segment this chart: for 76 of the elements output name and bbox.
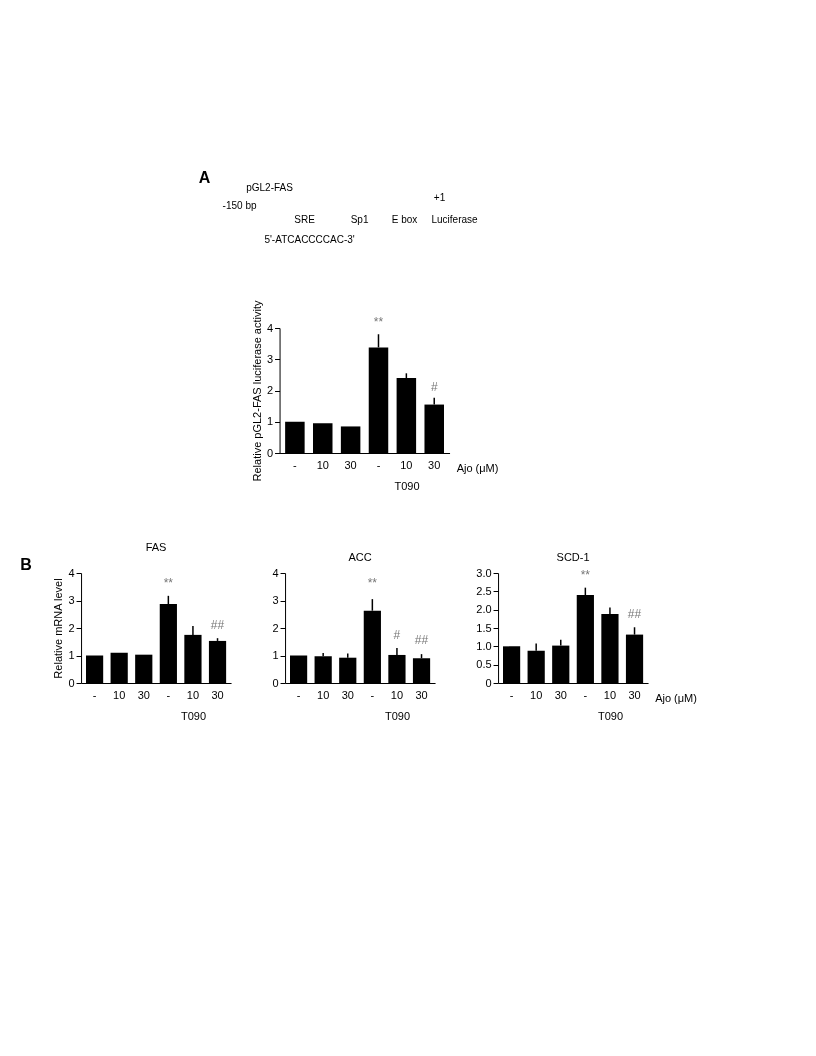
y-tick-label: 2.5: [476, 584, 492, 597]
y-tick-label: 2: [68, 621, 75, 634]
y-tick-label: 1: [272, 649, 279, 661]
x-axis-title: Ajo (μM): [655, 692, 697, 704]
x-tick-label: 30: [344, 458, 357, 471]
x-tick-label: 30: [628, 688, 641, 701]
text: -150 bp: [222, 200, 257, 211]
annotation: ##: [414, 633, 429, 648]
x-tick-label: -: [92, 688, 97, 701]
annotation: **: [367, 575, 378, 590]
y-tick-label: 0: [266, 446, 274, 459]
y-axis-title: Relative pGL2-FAS luciferase activity: [250, 300, 263, 482]
x-tick-label: 10: [113, 688, 126, 701]
y-tick-label: 1.5: [476, 621, 492, 634]
text: Luciferase: [431, 214, 479, 225]
y-tick-label: 1.0: [476, 639, 492, 652]
annotation: #: [430, 379, 438, 394]
x-tick-label: -: [583, 688, 588, 701]
annotation: **: [373, 315, 384, 330]
x-tick-label: -: [166, 688, 171, 701]
annotation: ##: [210, 618, 225, 633]
text: T090: [181, 710, 207, 722]
y-tick-label: 3: [266, 352, 274, 365]
text: Sp1: [350, 214, 369, 225]
x-tick-label: -: [509, 688, 514, 701]
text: B: [20, 556, 32, 573]
text: SRE: [294, 214, 316, 225]
x-tick-label: 10: [316, 458, 329, 471]
y-tick-label: 2: [272, 621, 279, 634]
y-tick-label: 0.5: [476, 658, 492, 671]
y-tick-label: 2.0: [476, 603, 492, 616]
x-tick-label: 10: [317, 688, 330, 701]
x-axis-title: Ajo (μM): [456, 462, 499, 474]
y-tick-label: 3: [68, 594, 75, 606]
annotation: #: [393, 627, 401, 642]
y-tick-label: 0: [272, 676, 279, 689]
x-tick-label: -: [376, 458, 381, 471]
x-tick-label: 30: [428, 458, 441, 471]
y-tick-label: 4: [272, 566, 279, 579]
y-tick-label: 4: [266, 321, 274, 334]
text: pGL2-FAS: [246, 182, 294, 193]
y-tick-label: 0: [68, 676, 75, 689]
chart-title: SCD-1: [556, 551, 590, 563]
y-tick-label: 1: [68, 649, 75, 661]
x-tick-label: 30: [137, 688, 150, 701]
x-tick-label: 10: [390, 688, 404, 701]
text: +1: [433, 192, 446, 203]
text: T090: [394, 480, 420, 492]
chart-title: ACC: [348, 551, 372, 563]
x-tick-label: -: [370, 688, 375, 701]
x-tick-label: 30: [341, 688, 354, 701]
y-tick-label: 1: [266, 415, 274, 428]
annotation: **: [163, 575, 174, 590]
y-axis-title: Relative mRNA level: [52, 578, 65, 679]
x-tick-label: 30: [211, 688, 224, 701]
text: T090: [598, 710, 624, 722]
x-tick-label: 10: [186, 688, 200, 701]
annotation: ##: [627, 606, 642, 621]
y-tick-label: 3.0: [476, 566, 492, 579]
y-tick-label: 3: [272, 594, 279, 606]
x-tick-label: 30: [554, 688, 567, 701]
text: 5'-ATCACCCCAC-3': [264, 234, 355, 245]
text: T090: [385, 710, 411, 722]
annotation: **: [580, 568, 591, 583]
x-tick-label: -: [293, 458, 298, 471]
x-tick-label: 10: [603, 688, 617, 701]
x-tick-label: -: [296, 688, 301, 701]
x-tick-label: 10: [400, 458, 413, 471]
y-tick-label: 2: [266, 384, 274, 396]
y-tick-label: 0: [485, 676, 492, 689]
text: A: [198, 169, 211, 186]
chart-title: FAS: [145, 541, 167, 553]
x-tick-label: 30: [415, 688, 428, 701]
text: E box: [391, 214, 418, 225]
x-tick-label: 10: [530, 688, 543, 701]
y-tick-label: 4: [68, 566, 75, 579]
